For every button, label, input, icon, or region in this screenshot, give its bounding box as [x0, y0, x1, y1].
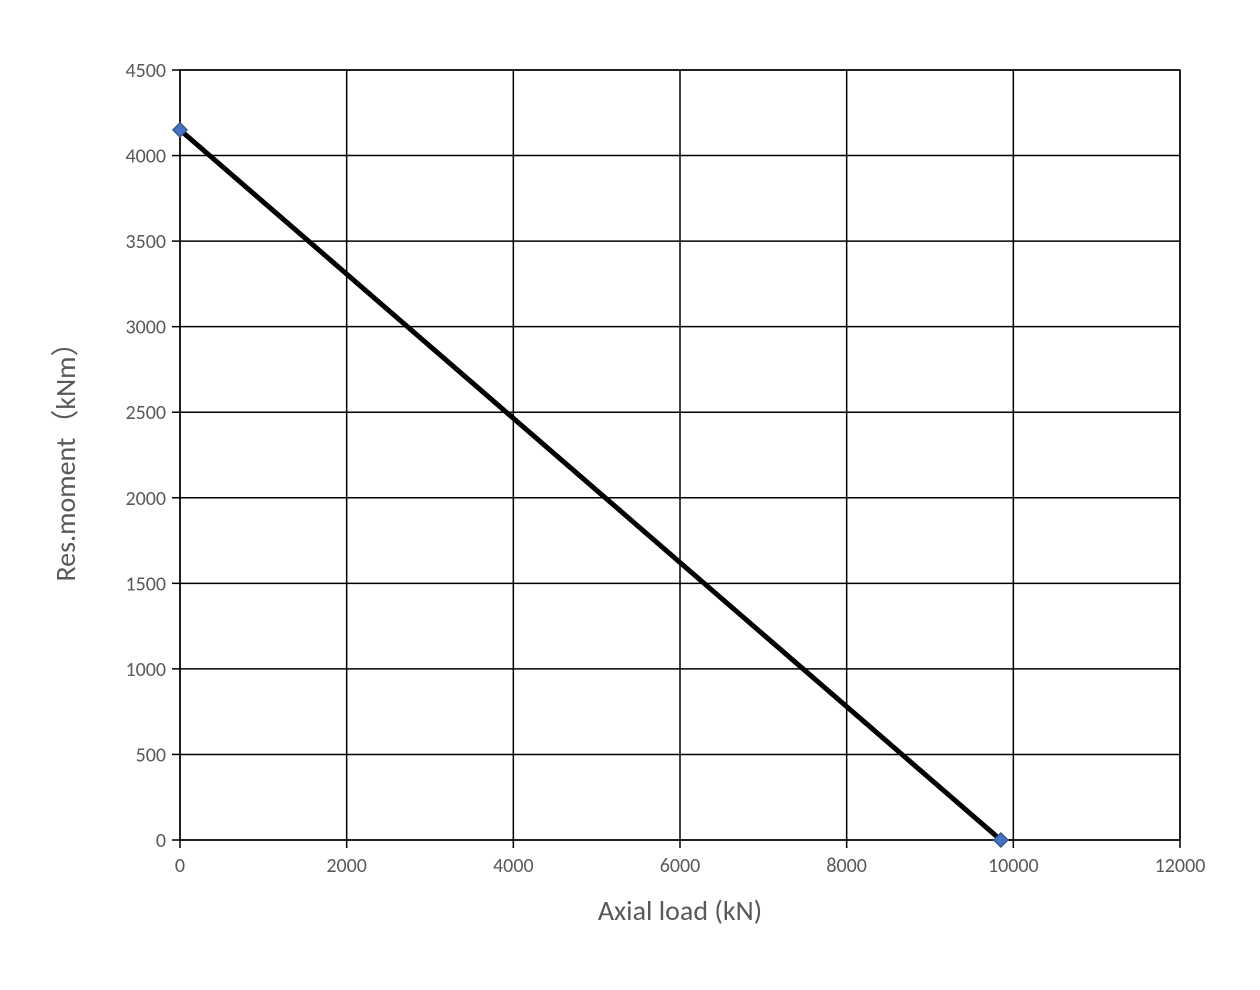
- y-tick-label: 3500: [125, 230, 166, 254]
- x-tick-label: 6000: [660, 854, 701, 878]
- x-tick-label: 4000: [493, 854, 534, 878]
- x-tick-label: 0: [175, 854, 185, 878]
- x-axis-label: Axial load (kN): [598, 893, 762, 928]
- y-tick-label: 3000: [125, 316, 166, 340]
- y-tick-label: 2000: [125, 487, 166, 511]
- y-tick-label: 1000: [125, 658, 166, 682]
- y-tick-label: 500: [136, 743, 166, 767]
- x-tick-label: 8000: [826, 854, 867, 878]
- y-tick-label: 4000: [125, 145, 166, 169]
- y-tick-label: 2500: [125, 401, 166, 425]
- y-tick-label: 1500: [125, 572, 166, 596]
- chart-container: 0 2000 4000 6000 8000 10000 12000 0 500 1000 1500 2…: [0, 0, 1260, 990]
- y-tick-label: 0: [156, 829, 166, 853]
- y-tick-label: 4500: [125, 59, 166, 83]
- x-tick-label: 2000: [326, 854, 367, 878]
- y-axis-label: Res.moment（kNm）: [48, 328, 83, 581]
- chart-svg: 0 2000 4000 6000 8000 10000 12000 0 500 1000 1500 2…: [0, 0, 1260, 990]
- x-tick-label: 12000: [1155, 854, 1206, 878]
- x-tick-label: 10000: [988, 854, 1039, 878]
